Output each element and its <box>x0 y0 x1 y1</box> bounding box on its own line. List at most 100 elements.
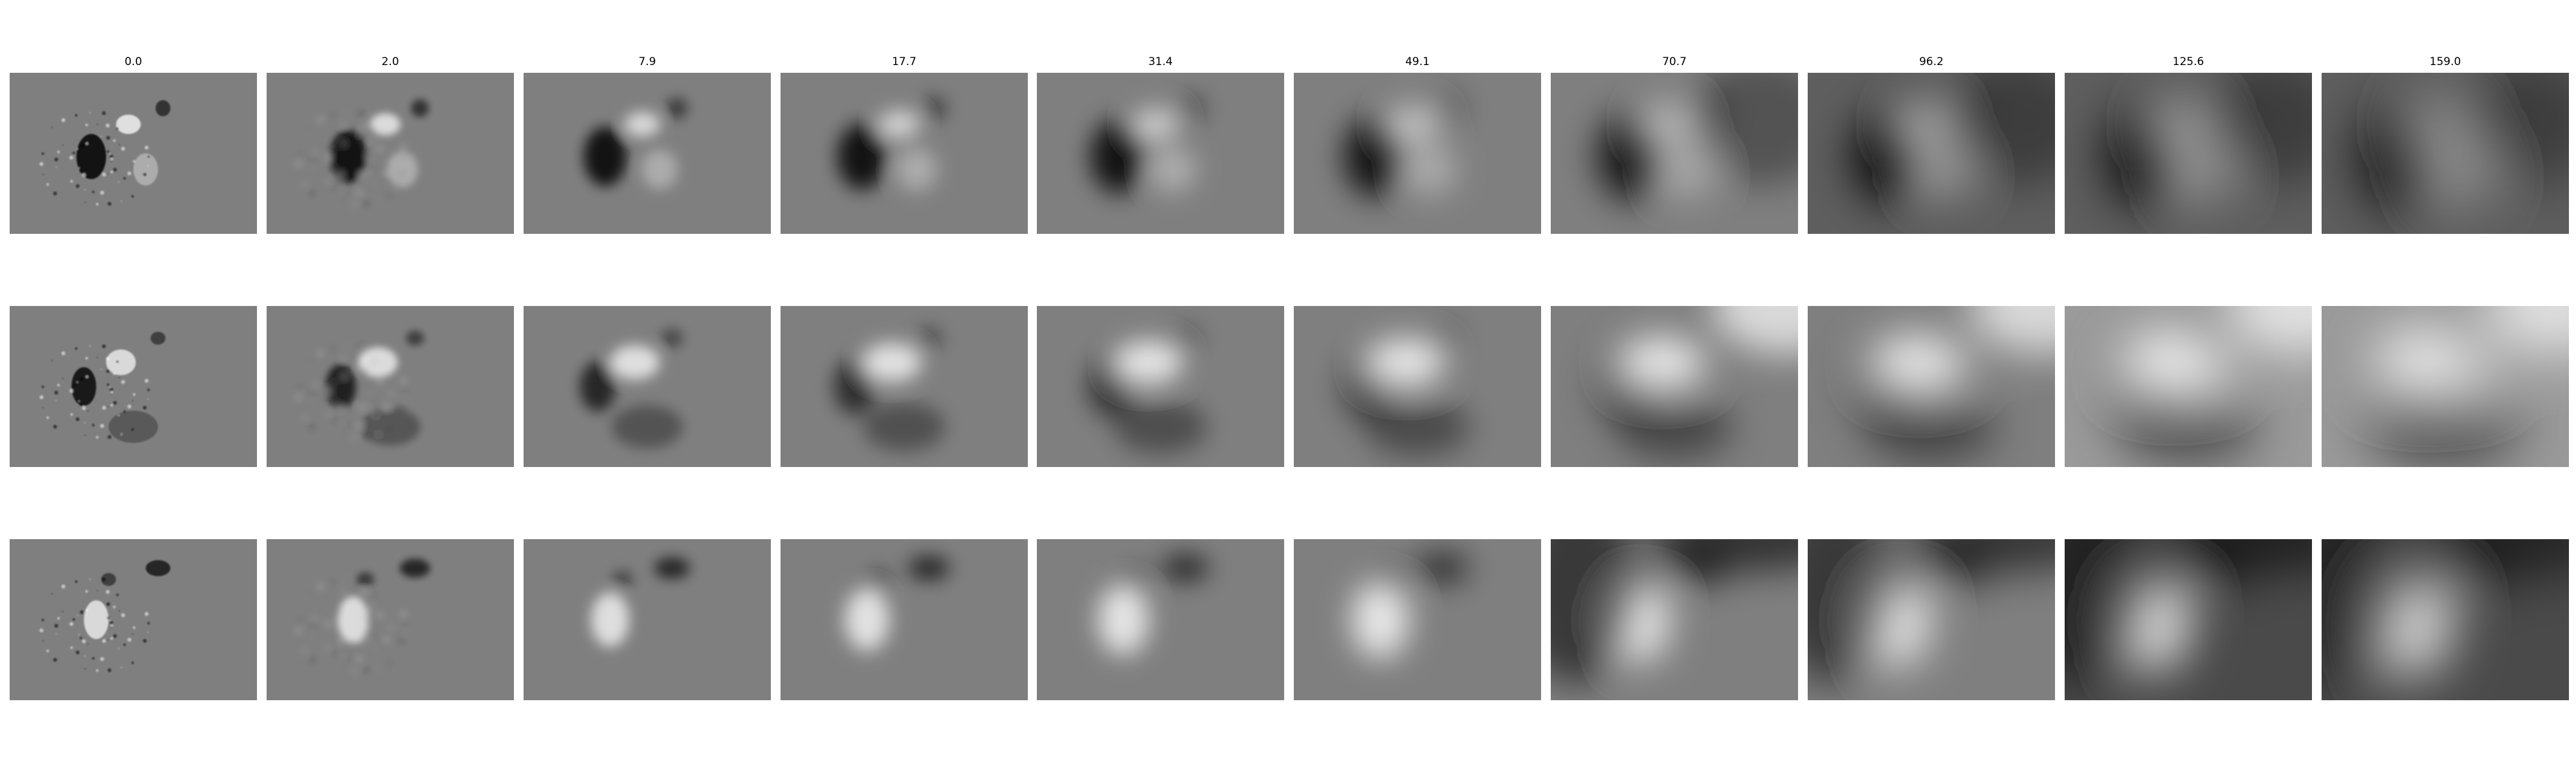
speckle <box>95 202 99 205</box>
speckle <box>401 379 406 383</box>
speckle <box>303 649 307 653</box>
speckle <box>77 615 79 616</box>
speckle <box>102 577 106 582</box>
dark-region <box>2065 539 2152 684</box>
speckle <box>118 181 120 183</box>
speckle <box>364 639 366 641</box>
speckle <box>303 416 307 419</box>
speckle <box>46 649 50 653</box>
speckle <box>378 380 383 385</box>
speckle <box>147 622 150 625</box>
speckle <box>147 631 149 633</box>
dark-region <box>2119 389 2257 464</box>
speckle <box>85 124 88 127</box>
speckle <box>57 616 60 620</box>
bright-region <box>370 113 401 136</box>
speckle <box>116 127 119 130</box>
speckle <box>388 167 390 169</box>
speckle <box>86 142 89 145</box>
speckle <box>51 126 53 128</box>
speckle <box>334 615 336 616</box>
dark-region <box>330 130 366 183</box>
speckle <box>384 405 388 409</box>
speckle <box>107 639 109 641</box>
speckle <box>334 148 336 150</box>
speckle <box>348 657 352 660</box>
dark-region <box>1090 119 1147 194</box>
speckle <box>42 173 44 175</box>
speckle <box>318 351 323 356</box>
dark-region <box>612 571 633 588</box>
speckle <box>147 398 149 400</box>
speckle <box>120 667 122 669</box>
dark-region <box>661 329 683 347</box>
dark-region <box>1122 569 1149 590</box>
speckle <box>95 435 99 439</box>
speckle <box>55 633 57 635</box>
speckle <box>296 395 301 399</box>
speckle <box>378 147 383 151</box>
column-title: 31.4 <box>1148 55 1173 68</box>
speckle <box>57 383 60 386</box>
speckle <box>75 347 78 350</box>
speckle <box>366 620 370 625</box>
dark-region <box>583 126 627 187</box>
speckle <box>380 410 383 413</box>
speckle <box>91 191 95 194</box>
speckle <box>318 118 323 122</box>
speckle <box>82 639 86 644</box>
speckle <box>370 606 373 609</box>
speckle <box>377 667 379 669</box>
image-panel <box>267 306 514 467</box>
speckle <box>366 387 370 392</box>
speckle <box>366 386 368 388</box>
speckle <box>341 422 343 424</box>
speckle <box>131 661 134 664</box>
speckle <box>344 643 346 645</box>
dark-region <box>2447 322 2492 354</box>
speckle <box>120 434 122 435</box>
image-panel <box>1294 306 1541 467</box>
speckle <box>404 398 406 400</box>
dark-region <box>325 364 356 409</box>
speckle <box>79 636 82 640</box>
dark-region <box>356 572 375 587</box>
speckle <box>327 413 330 416</box>
speckle <box>97 589 99 591</box>
speckle <box>100 657 104 662</box>
dark-region <box>1937 324 1975 352</box>
image-panel <box>1037 306 1284 467</box>
speckle <box>384 171 388 176</box>
bright-region <box>1365 338 1445 386</box>
speckle <box>61 351 66 356</box>
speckle <box>127 171 131 176</box>
speckle <box>377 434 379 435</box>
speckle <box>61 118 66 122</box>
dark-region <box>916 329 942 348</box>
speckle <box>401 612 406 616</box>
speckle <box>147 388 150 392</box>
speckle <box>327 180 330 183</box>
speckle <box>107 173 109 175</box>
speckle <box>120 200 122 202</box>
dark-region <box>1551 539 1638 684</box>
image-panel <box>1808 539 2055 700</box>
speckle <box>109 619 111 621</box>
speckle <box>113 167 117 172</box>
speckle <box>147 155 150 158</box>
speckle <box>84 189 86 191</box>
image-panel <box>1808 306 2055 467</box>
speckle <box>75 417 80 421</box>
speckle <box>89 112 91 114</box>
speckle <box>337 144 341 148</box>
speckle <box>364 173 366 175</box>
speckle <box>113 401 117 405</box>
speckle <box>367 404 370 407</box>
speckle <box>310 191 314 196</box>
speckle <box>343 142 346 145</box>
speckle <box>303 183 307 186</box>
speckle <box>69 388 73 393</box>
dark-region <box>399 558 430 578</box>
dark-region <box>837 123 887 190</box>
speckle <box>357 657 361 662</box>
